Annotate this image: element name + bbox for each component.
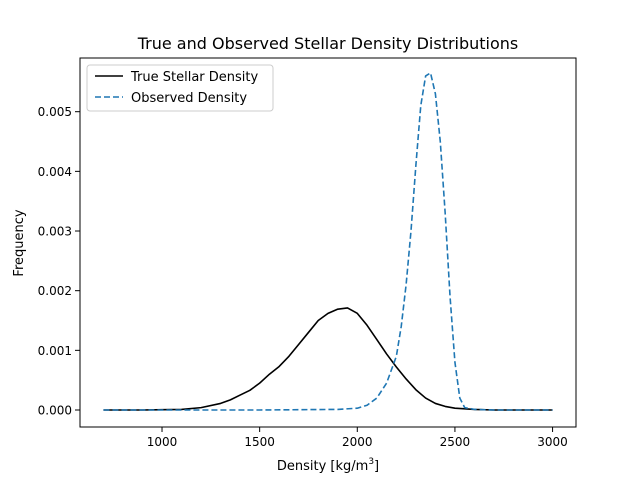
axes-frame (79, 57, 577, 428)
legend-label-true-density: True Stellar Density (130, 70, 258, 85)
x-tick-label: 3000 (537, 435, 568, 449)
series-line-observed-density (103, 72, 553, 411)
x-tick-label: 2000 (342, 435, 373, 449)
x-axis-label-superscript: 3 (368, 457, 374, 467)
x-axis-ticks: 1000 1500 2000 2500 3000 (147, 427, 568, 449)
x-axis-label-main: Density [kg/m (277, 459, 368, 474)
plot-area (79, 57, 577, 428)
x-axis-label: Density [kg/m3] (277, 457, 379, 474)
y-axis-label: Frequency (12, 209, 27, 276)
y-tick-label: 0.003 (38, 225, 72, 239)
chart-title: True and Observed Stellar Density Distri… (137, 34, 519, 53)
series-layer (103, 72, 553, 411)
x-tick-label: 1000 (147, 435, 178, 449)
x-axis-label-close: ] (374, 459, 379, 474)
y-tick-label: 0.005 (38, 105, 72, 119)
legend-label-observed-density: Observed Density (131, 91, 247, 106)
y-tick-label: 0.004 (38, 165, 72, 179)
series-line-true-density (103, 307, 553, 411)
x-tick-label: 2500 (440, 435, 471, 449)
y-tick-label: 0.001 (38, 344, 72, 358)
legend: True Stellar Density Observed Density (86, 64, 274, 112)
legend-box (86, 64, 274, 112)
x-tick-label: 1500 (244, 435, 275, 449)
y-axis-ticks: 0.000 0.001 0.002 0.003 0.004 0.005 (38, 105, 80, 417)
y-tick-label: 0.000 (38, 403, 72, 417)
y-tick-label: 0.002 (38, 284, 72, 298)
